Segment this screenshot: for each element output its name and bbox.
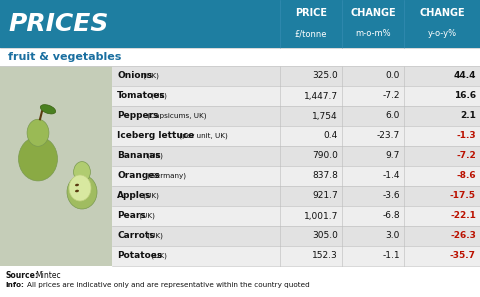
Text: Apples: Apples [117, 192, 151, 200]
Bar [0, 0, 480, 48]
Text: (UK): (UK) [145, 233, 163, 239]
Text: 837.8: 837.8 [312, 171, 338, 181]
Text: CHANGE: CHANGE [350, 8, 396, 18]
Bar [112, 186, 480, 206]
Ellipse shape [67, 175, 97, 209]
Bar [0, 66, 112, 266]
Text: Iceberg lettuce: Iceberg lettuce [117, 132, 194, 140]
Bar [0, 266, 480, 297]
Text: Onions: Onions [117, 72, 152, 80]
Text: Pears: Pears [117, 211, 146, 220]
Text: Carrots: Carrots [117, 231, 155, 241]
Text: -6.8: -6.8 [383, 211, 400, 220]
Text: (Capsicums, UK): (Capsicums, UK) [145, 113, 206, 119]
Text: 9.7: 9.7 [385, 151, 400, 160]
Bar [112, 146, 480, 166]
Bar [112, 106, 480, 126]
Text: Mintec: Mintec [35, 271, 60, 279]
Bar [112, 86, 480, 106]
Text: Tomatoes: Tomatoes [117, 91, 166, 100]
Ellipse shape [69, 175, 91, 201]
Text: -23.7: -23.7 [377, 132, 400, 140]
Text: -7.2: -7.2 [456, 151, 476, 160]
Text: -1.3: -1.3 [456, 132, 476, 140]
Text: Source:: Source: [5, 271, 38, 279]
Text: PRICE: PRICE [295, 8, 327, 18]
Text: m-o-m%: m-o-m% [355, 29, 391, 38]
Text: Oranges: Oranges [117, 171, 160, 181]
Text: (UK): (UK) [145, 153, 163, 159]
Bar [112, 166, 480, 186]
Text: 325.0: 325.0 [312, 72, 338, 80]
Text: -3.6: -3.6 [383, 192, 400, 200]
Text: 790.0: 790.0 [312, 151, 338, 160]
Text: -1.4: -1.4 [383, 171, 400, 181]
Text: All prices are indicative only and are representative within the country quoted: All prices are indicative only and are r… [27, 282, 310, 288]
Text: (UK): (UK) [149, 253, 167, 259]
Text: 44.4: 44.4 [454, 72, 476, 80]
Text: (UK): (UK) [141, 73, 159, 79]
Bar [112, 126, 480, 146]
Text: Potatoes: Potatoes [117, 252, 162, 260]
Text: (per unit, UK): (per unit, UK) [177, 133, 228, 139]
Text: -8.6: -8.6 [456, 171, 476, 181]
Ellipse shape [40, 105, 56, 114]
Text: -35.7: -35.7 [450, 252, 476, 260]
Text: 6.0: 6.0 [385, 111, 400, 121]
Text: PRICES: PRICES [8, 12, 108, 36]
Text: -22.1: -22.1 [450, 211, 476, 220]
Bar [112, 226, 480, 246]
Text: Info:: Info: [5, 282, 24, 288]
Ellipse shape [73, 162, 90, 182]
Text: 0.4: 0.4 [324, 132, 338, 140]
Text: Peppers: Peppers [117, 111, 158, 121]
Text: £/tonne: £/tonne [295, 29, 327, 38]
Text: 2.1: 2.1 [460, 111, 476, 121]
Text: 305.0: 305.0 [312, 231, 338, 241]
Bar [112, 206, 480, 226]
Text: 0.0: 0.0 [385, 72, 400, 80]
Text: -17.5: -17.5 [450, 192, 476, 200]
Text: -26.3: -26.3 [450, 231, 476, 241]
Text: 1,447.7: 1,447.7 [304, 91, 338, 100]
Bar [0, 66, 112, 266]
Bar [112, 66, 480, 86]
Text: 3.0: 3.0 [385, 231, 400, 241]
Text: (UK): (UK) [149, 93, 167, 99]
Ellipse shape [75, 184, 79, 186]
Text: 1,754: 1,754 [312, 111, 338, 121]
Text: (Germany): (Germany) [145, 173, 186, 179]
Text: y-o-y%: y-o-y% [427, 29, 456, 38]
Bar [0, 48, 480, 66]
Text: fruit & vegetables: fruit & vegetables [8, 52, 121, 62]
Text: (UK): (UK) [137, 213, 155, 219]
Text: CHANGE: CHANGE [419, 8, 465, 18]
Bar [112, 246, 480, 266]
Ellipse shape [75, 190, 79, 192]
Text: Bananas: Bananas [117, 151, 161, 160]
Ellipse shape [19, 137, 58, 181]
Text: 16.6: 16.6 [454, 91, 476, 100]
Text: 921.7: 921.7 [312, 192, 338, 200]
Text: 1,001.7: 1,001.7 [304, 211, 338, 220]
Text: (UK): (UK) [141, 193, 159, 199]
Ellipse shape [27, 119, 49, 146]
Text: 152.3: 152.3 [312, 252, 338, 260]
Text: -7.2: -7.2 [383, 91, 400, 100]
Text: -1.1: -1.1 [383, 252, 400, 260]
